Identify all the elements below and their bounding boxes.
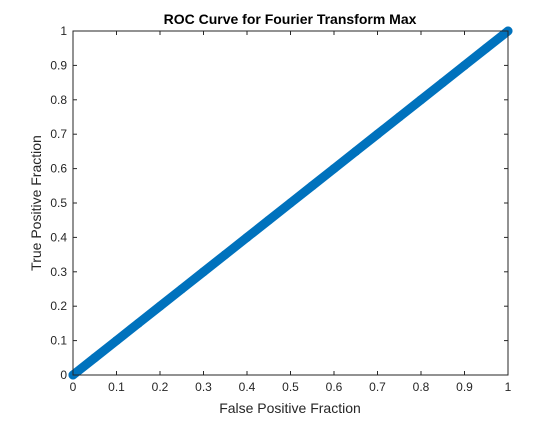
- y-tick-label: 0.6: [50, 162, 67, 176]
- roc-data-point: [264, 215, 274, 225]
- roc-data-point: [394, 112, 404, 122]
- roc-data-point: [481, 43, 491, 53]
- y-tick-label: 0.1: [50, 334, 67, 348]
- y-axis-label: True Positive Fraction: [28, 135, 44, 271]
- series-layer: [68, 26, 513, 380]
- roc-data-point: [351, 146, 361, 156]
- x-axis-label: False Positive Fraction: [219, 400, 361, 416]
- y-tick-label: 0.8: [50, 93, 67, 107]
- roc-data-point: [155, 301, 165, 311]
- y-tick-label: 0.9: [50, 58, 67, 72]
- y-tick-label: 0.7: [50, 127, 67, 141]
- y-tick-label: 0.3: [50, 265, 67, 279]
- x-tick-label: 0: [70, 380, 77, 394]
- roc-data-point: [177, 284, 187, 294]
- y-tick-label: 0.2: [50, 299, 67, 313]
- roc-data-point: [242, 232, 252, 242]
- x-tick-label: 0.9: [456, 380, 473, 394]
- y-tick-label: 0.4: [50, 230, 67, 244]
- y-tick-label: 0.5: [50, 196, 67, 210]
- x-tick-label: 0.1: [108, 380, 125, 394]
- x-tick-label: 0.7: [369, 380, 386, 394]
- x-tick-label: 1: [505, 380, 512, 394]
- x-ticks: 0 0.1 0.2 0.3 0.4 0.5 0.6 0.7 0.8 0.9 1: [70, 31, 512, 394]
- roc-data-point: [329, 164, 339, 174]
- roc-data-point: [373, 129, 382, 139]
- x-tick-label: 0.6: [326, 380, 343, 394]
- x-tick-label: 0.8: [413, 380, 430, 394]
- roc-data-point: [286, 198, 295, 208]
- roc-data-point: [199, 267, 208, 277]
- chart-title: ROC Curve for Fourier Transform Max: [164, 11, 417, 27]
- x-tick-label: 0.2: [152, 380, 169, 394]
- roc-data-point: [438, 78, 448, 88]
- y-ticks: 0 0.1 0.2 0.3 0.4 0.5 0.6 0.7 0.8 0.9 1: [50, 24, 508, 382]
- y-tick-label: 1: [60, 24, 67, 38]
- roc-data-point: [90, 353, 100, 363]
- roc-data-point: [220, 250, 230, 260]
- roc-data-point: [307, 181, 317, 191]
- y-tick-label: 0: [60, 368, 67, 382]
- x-tick-label: 0.4: [239, 380, 256, 394]
- x-tick-label: 0.3: [195, 380, 212, 394]
- x-tick-label: 0.5: [282, 380, 299, 394]
- roc-data-point: [416, 95, 426, 105]
- roc-data-point: [133, 318, 143, 328]
- roc-data-point: [112, 336, 121, 346]
- roc-data-point: [460, 60, 469, 70]
